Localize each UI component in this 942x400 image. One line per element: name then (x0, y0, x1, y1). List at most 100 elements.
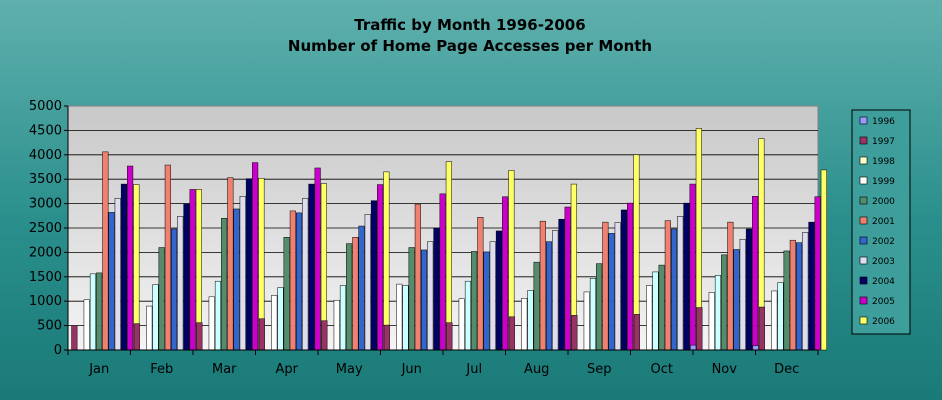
y-tick-label: 4500 (29, 123, 62, 138)
legend-label: 2006 (872, 317, 895, 327)
bar (564, 206, 571, 351)
legend-label: 1999 (872, 177, 895, 187)
bar (521, 298, 528, 351)
bar (339, 285, 346, 351)
bar (183, 203, 190, 351)
bar (133, 323, 140, 351)
y-tick-label: 2000 (29, 245, 62, 260)
legend-swatch (859, 216, 868, 225)
y-tick-label: 3500 (29, 172, 62, 187)
legend-swatch (859, 296, 868, 305)
bar (471, 251, 478, 351)
bar (808, 221, 815, 351)
legend-label: 2001 (872, 217, 895, 227)
bar (495, 230, 502, 351)
legend-label: 2002 (872, 237, 895, 247)
legend-swatch (859, 176, 868, 185)
bar (258, 318, 265, 351)
bar (302, 197, 309, 351)
bar (589, 278, 597, 351)
bar (671, 228, 678, 351)
bar (820, 169, 827, 351)
bar (158, 247, 165, 351)
bar (108, 212, 115, 351)
x-tick-label: Jul (465, 362, 482, 377)
legend-swatch (859, 256, 868, 265)
bar (364, 214, 371, 351)
bar (208, 296, 215, 351)
bar (245, 178, 252, 351)
bar (171, 228, 178, 351)
x-tick-label: Feb (150, 362, 173, 377)
y-tick-label: 3000 (29, 197, 62, 212)
x-tick-label: Mar (212, 362, 237, 377)
x-tick-label: Nov (712, 362, 738, 377)
bar (296, 212, 303, 351)
bar (802, 232, 809, 351)
bar (571, 315, 578, 351)
legend-label: 1998 (872, 157, 895, 167)
bar (271, 295, 278, 351)
bar (646, 285, 653, 351)
bar (352, 237, 359, 351)
y-tick-label: 4000 (29, 148, 62, 163)
bar (358, 225, 365, 351)
bar (383, 171, 390, 351)
bar (396, 283, 403, 351)
bar (777, 282, 784, 351)
bar (633, 314, 640, 351)
bar (433, 227, 440, 351)
legend: 1996 1997 1998 1999 2000 2001 2002 2003 2004 2005… (851, 109, 911, 335)
legend-swatch (859, 156, 868, 165)
bar (477, 217, 484, 351)
y-tick-label: 1000 (29, 294, 62, 309)
bar (583, 291, 590, 351)
bar (370, 200, 377, 351)
bar (214, 280, 221, 351)
x-tick-label: Aug (524, 362, 549, 377)
bar (89, 273, 97, 351)
x-tick-label: Apr (276, 362, 299, 377)
bar (752, 345, 759, 351)
bar (321, 320, 328, 351)
bar (445, 161, 452, 351)
bar (752, 196, 759, 351)
bar (464, 280, 471, 351)
bar (677, 216, 684, 351)
bar (508, 316, 515, 351)
bar (221, 217, 228, 351)
chart-title: Traffic by Month 1996-2006 (354, 16, 585, 34)
bar (552, 230, 559, 351)
bar (658, 264, 665, 351)
bar (177, 216, 184, 351)
bar (189, 189, 196, 351)
bar (708, 292, 715, 351)
x-tick-label: Dec (774, 362, 799, 377)
bar (696, 307, 703, 351)
bar (664, 220, 671, 351)
bar (539, 220, 546, 351)
bar (289, 210, 296, 351)
bar (533, 261, 540, 351)
y-tick-label: 2500 (29, 221, 62, 236)
bar (383, 324, 390, 351)
legend-swatch (859, 196, 868, 205)
bar (402, 285, 409, 351)
bar (71, 325, 78, 351)
y-tick-label: 5000 (29, 99, 62, 114)
bar (602, 221, 609, 351)
axes: 0 500 1000 1500 2000 2500 3000 3500 4000 4500 5000… (29, 99, 819, 377)
bar (333, 299, 340, 351)
legend-swatch (859, 136, 868, 145)
bar (652, 271, 659, 351)
x-tick-label: Jan (88, 362, 109, 377)
legend-swatch (859, 316, 868, 325)
legend-swatch (859, 276, 868, 285)
bar (152, 284, 159, 351)
bar (414, 203, 421, 351)
bar (721, 254, 728, 351)
bar (502, 196, 509, 351)
y-tick-label: 0 (54, 343, 62, 358)
bar (314, 167, 321, 351)
